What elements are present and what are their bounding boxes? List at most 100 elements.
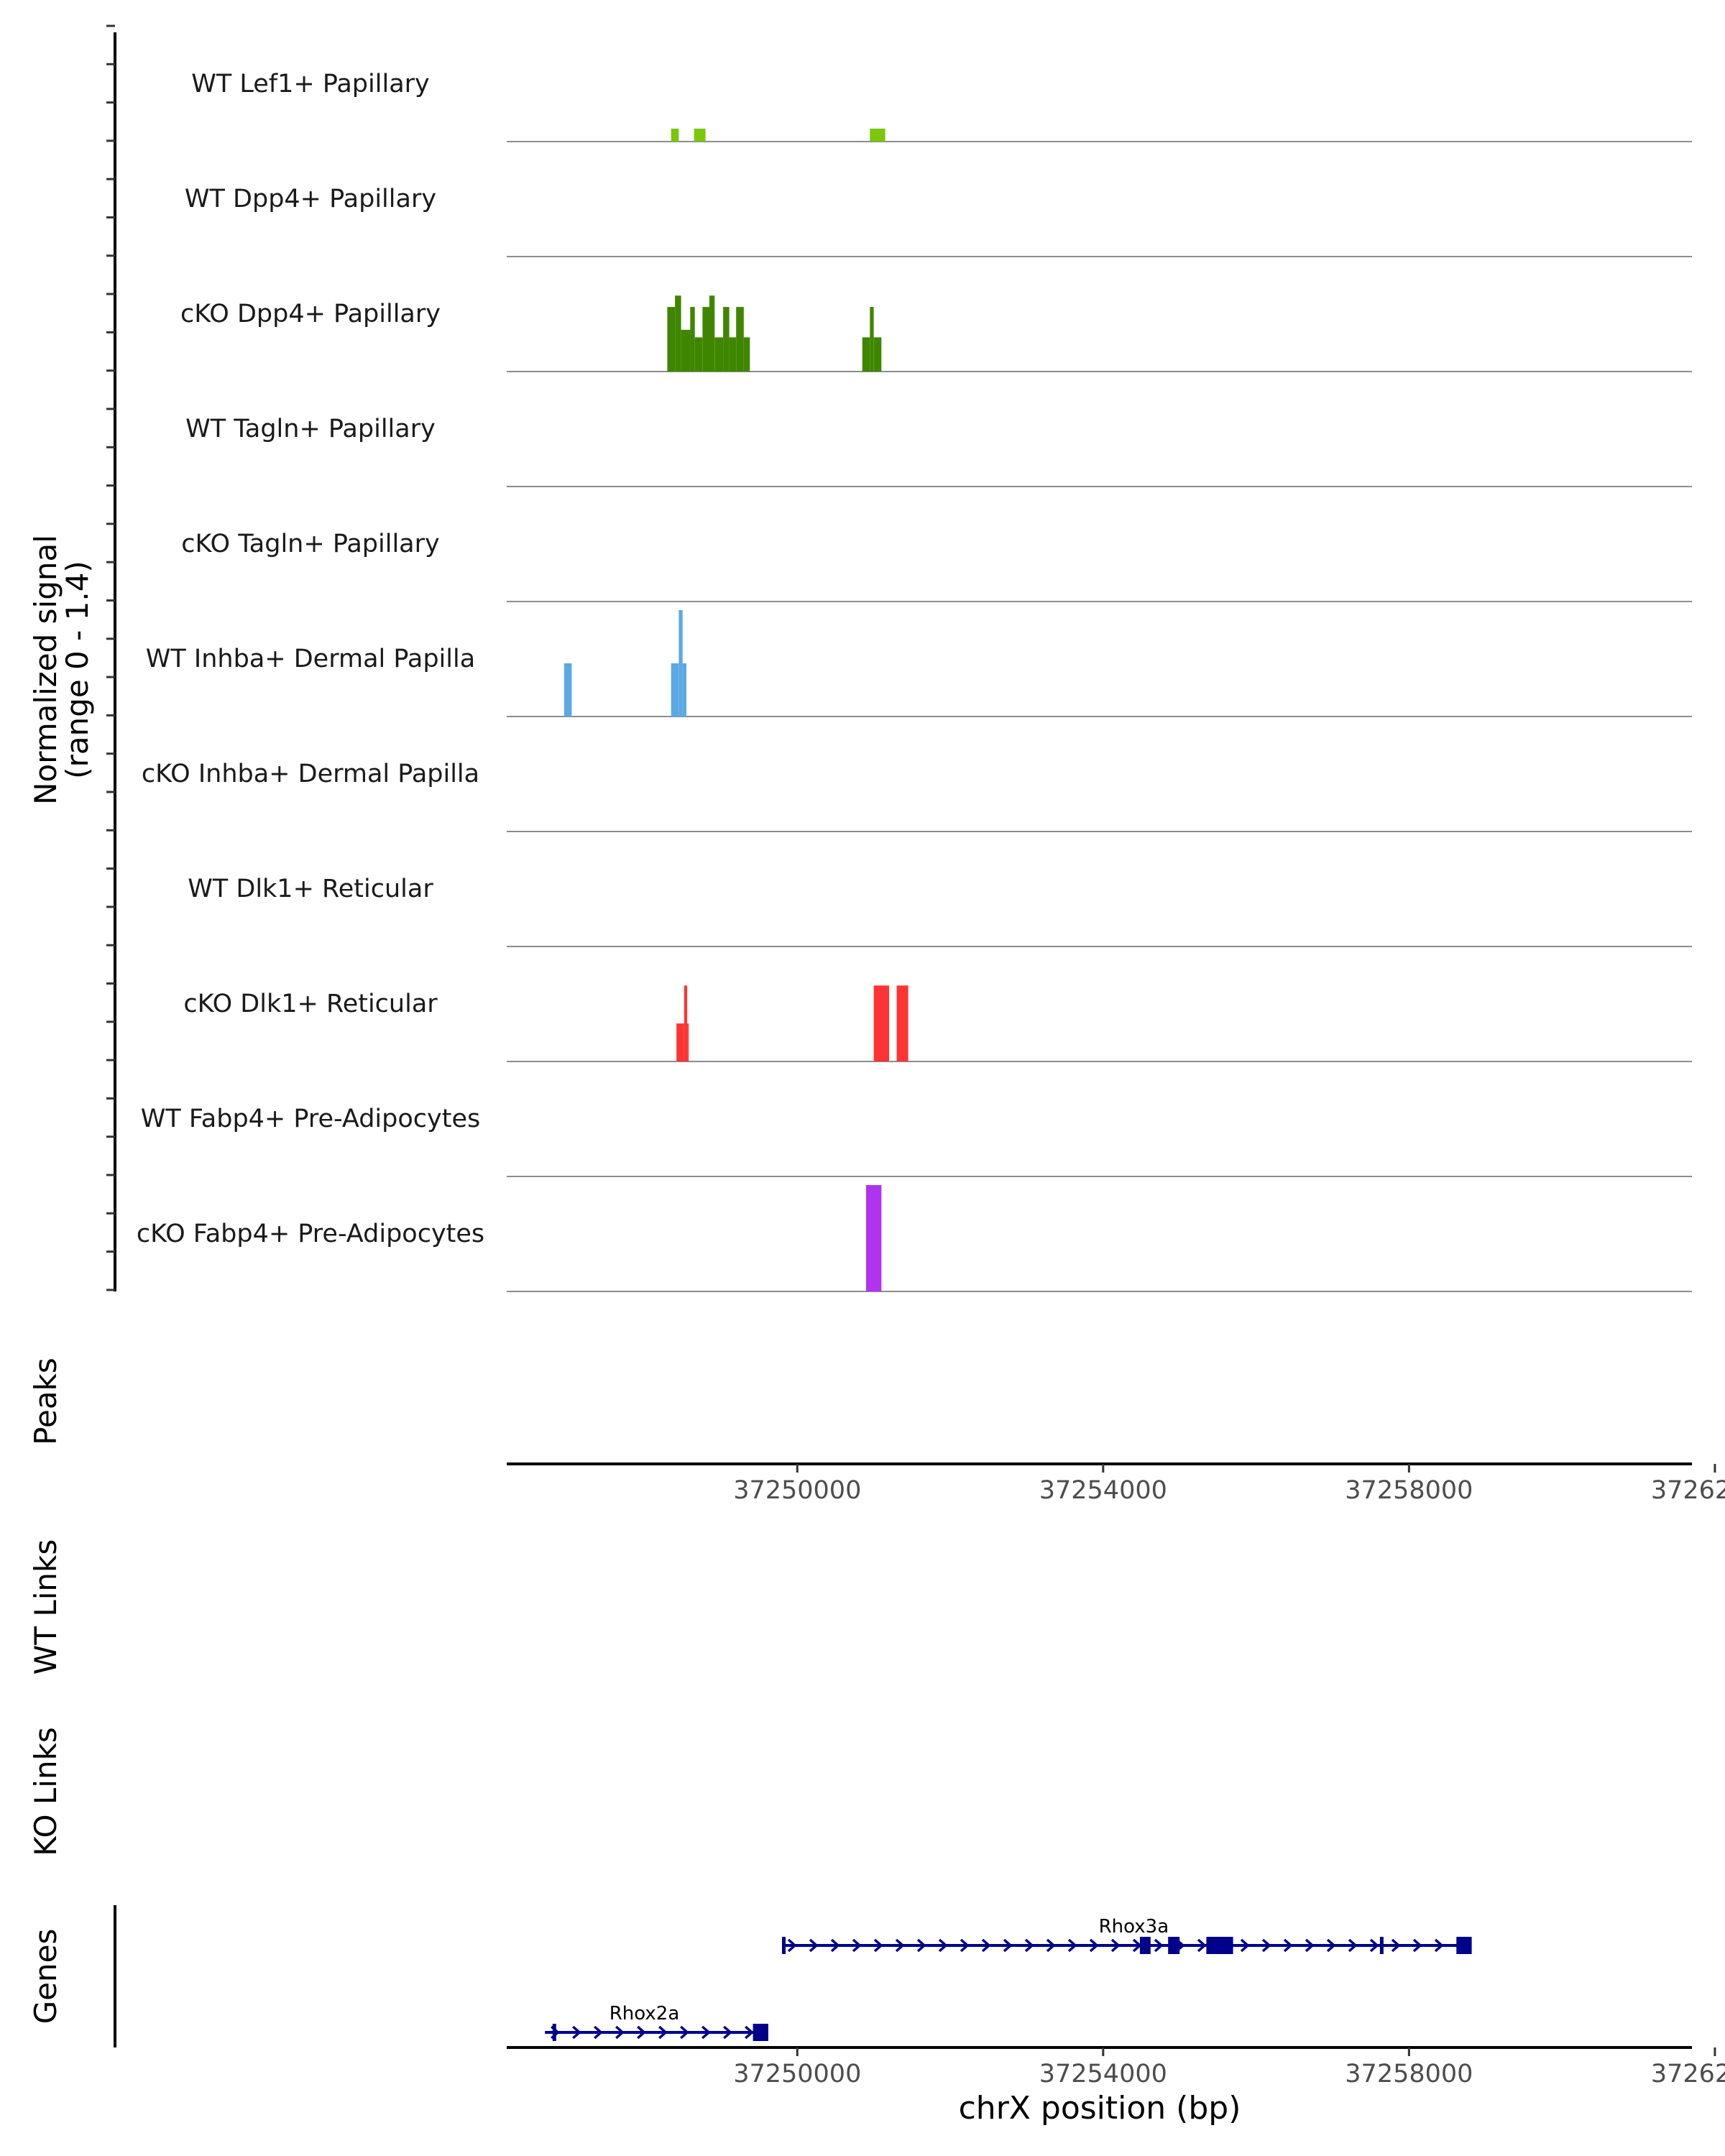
strand-arrow xyxy=(1046,1938,1056,1953)
coverage-peak xyxy=(896,985,908,1061)
track-label: WT Fabp4+ Pre-Adipocytes xyxy=(141,1105,480,1133)
strand-arrow xyxy=(895,1938,905,1953)
x-tick-label: 37250000 xyxy=(733,1476,861,1505)
coverage-track: WT Fabp4+ Pre-Adipocytes xyxy=(141,1105,1692,1177)
x-tick-label: 37262000 xyxy=(1651,2060,1725,2088)
gene-annotations: Rhox3a Rhox2a xyxy=(545,1916,1472,2041)
strand-arrow xyxy=(1283,1938,1293,1953)
exon xyxy=(782,1937,786,1954)
coverage-peak xyxy=(736,307,744,372)
coverage-peak xyxy=(671,663,679,717)
track-label: cKO Inhba+ Dermal Papilla xyxy=(142,760,479,788)
exon xyxy=(552,2024,556,2041)
strand-arrow xyxy=(658,2025,668,2040)
strand-arrow xyxy=(1348,1938,1358,1953)
strand-arrow xyxy=(830,1938,840,1953)
coverage-peak xyxy=(694,129,706,142)
exon xyxy=(1379,1937,1384,1954)
coverage-peak xyxy=(873,985,889,1061)
gene-model: Rhox3a xyxy=(781,1916,1472,1954)
y-axis-range-label: (range 0 - 1.4) xyxy=(60,561,95,779)
coverage-peak xyxy=(729,337,737,372)
exon xyxy=(1206,1937,1233,1954)
strand-arrow xyxy=(1110,1938,1121,1953)
coverage-track: cKO Tagln+ Papillary xyxy=(181,530,1692,602)
coverage-peak xyxy=(714,337,724,372)
exon xyxy=(1139,1937,1151,1954)
strand-arrow xyxy=(1240,1938,1250,1953)
track-label: WT Tagln+ Papillary xyxy=(185,415,436,443)
coverage-peak xyxy=(690,307,695,372)
coverage-track: WT Dpp4+ Papillary xyxy=(185,185,1692,257)
coverage-peak xyxy=(702,307,709,372)
y-axis-label: Normalized signal xyxy=(28,535,63,805)
exon xyxy=(1168,1937,1180,1954)
strand-arrow xyxy=(572,2025,581,2040)
track-label: cKO Tagln+ Papillary xyxy=(181,530,440,558)
strand-arrow xyxy=(723,2025,732,2040)
strand-arrow xyxy=(1434,1938,1444,1953)
ko-links-label: KO Links xyxy=(28,1727,63,1856)
coverage-peak xyxy=(564,663,572,717)
coverage-peak xyxy=(675,295,681,372)
coverage-peak xyxy=(862,337,870,372)
strand-arrow xyxy=(1305,1938,1315,1953)
coverage-track: cKO Dpp4+ Papillary xyxy=(180,295,1692,372)
track-label: cKO Dpp4+ Papillary xyxy=(180,300,441,328)
strand-arrow xyxy=(981,1938,991,1953)
strand-arrow xyxy=(1412,1938,1422,1953)
coverage-peak xyxy=(870,129,886,142)
coverage-track: cKO Inhba+ Dermal Papilla xyxy=(142,760,1692,832)
gene-name-label: Rhox2a xyxy=(610,2003,680,2024)
strand-arrow xyxy=(1089,1938,1099,1953)
x-tick-label: 37250000 xyxy=(733,2060,861,2088)
coverage-peak xyxy=(873,337,882,372)
coverage-peak xyxy=(687,1023,689,1061)
coverage-track: cKO Fabp4+ Pre-Adipocytes xyxy=(137,1185,1692,1292)
peaks-x-axis: 37250000 37254000 37258000 37262000 xyxy=(733,1464,1725,1505)
wt-links-label: WT Links xyxy=(28,1539,63,1674)
coverage-peak xyxy=(684,985,688,1061)
coverage-peak xyxy=(671,129,679,142)
strand-arrow xyxy=(594,2025,603,2040)
strand-arrow xyxy=(1154,1938,1164,1953)
coverage-tracks: WT Lef1+ Papillary WT Dpp4+ Papillary cKO … xyxy=(137,70,1692,1292)
strand-arrow xyxy=(745,2025,754,2040)
strand-arrow xyxy=(1326,1938,1336,1953)
strand-arrow xyxy=(938,1938,948,1953)
peaks-track-label: Peaks xyxy=(28,1358,63,1445)
strand-arrow xyxy=(1024,1938,1034,1953)
strand-arrow xyxy=(702,2025,711,2040)
coverage-peak xyxy=(676,1023,684,1061)
coverage-track: WT Tagln+ Papillary xyxy=(185,415,1692,487)
coverage-peak xyxy=(667,307,675,372)
x-tick-label: 37262000 xyxy=(1651,1476,1725,1505)
coverage-peak xyxy=(743,337,750,372)
x-tick-label: 37254000 xyxy=(1039,1476,1167,1505)
coverage-track: WT Lef1+ Papillary xyxy=(191,70,1692,142)
coverage-peak xyxy=(723,307,730,372)
strand-arrow xyxy=(809,1938,819,1953)
gene-name-label: Rhox3a xyxy=(1099,1916,1169,1938)
strand-arrow xyxy=(637,2025,646,2040)
track-label: WT Inhba+ Dermal Papilla xyxy=(146,645,475,673)
x-tick-label: 37258000 xyxy=(1345,2060,1473,2088)
strand-arrow xyxy=(1003,1938,1013,1953)
x-tick-label: 37258000 xyxy=(1345,1476,1473,1505)
coverage-peak xyxy=(866,1185,882,1291)
coverage-peak xyxy=(694,337,703,372)
coverage-track: cKO Dlk1+ Reticular xyxy=(183,985,1692,1062)
strand-arrow xyxy=(680,2025,689,2040)
strand-arrow xyxy=(1391,1938,1401,1953)
x-axis-label: chrX position (bp) xyxy=(959,2090,1241,2127)
strand-arrow xyxy=(787,1938,797,1953)
coverage-track: WT Inhba+ Dermal Papilla xyxy=(146,610,1692,717)
track-label: WT Dpp4+ Papillary xyxy=(185,185,436,213)
strand-arrow xyxy=(873,1938,883,1953)
genes-x-axis: 37250000 37254000 37258000 37262000 xyxy=(733,2047,1725,2088)
x-tick-label: 37254000 xyxy=(1039,2060,1167,2088)
track-label: WT Dlk1+ Reticular xyxy=(188,875,433,903)
coverage-peak xyxy=(870,307,874,372)
coverage-peak xyxy=(681,329,691,372)
